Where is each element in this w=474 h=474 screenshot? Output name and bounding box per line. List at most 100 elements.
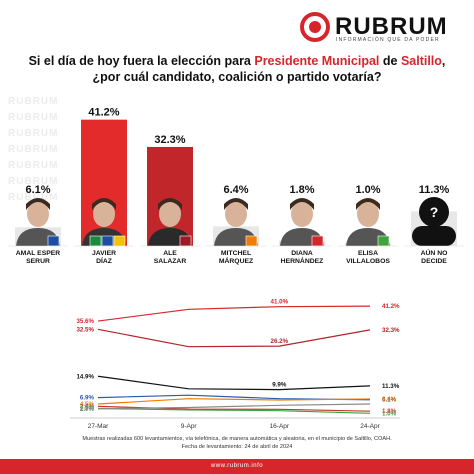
rubrum-mark-icon	[300, 12, 330, 42]
question-text-middle: de	[379, 54, 401, 68]
x-tick-label: 9-Apr	[181, 423, 198, 430]
candidate-name-line: VILLALOBOS	[346, 258, 390, 265]
candidate-face-icon	[93, 201, 115, 227]
watermark: RUBRUM	[8, 176, 59, 187]
candidate-name-line: AÚN NO	[420, 250, 448, 257]
candidate-face-icon	[27, 201, 49, 227]
survey-date: Fecha de levantamiento: 24 de abril de 2…	[181, 443, 293, 450]
brand-tagline: INFORMACIÓN QUE DA PODER	[336, 37, 440, 43]
series-line	[97, 403, 371, 410]
series-point-label: 41.0%	[271, 299, 289, 306]
methodology-line: Muestras realizadas 600 levantamientos, …	[82, 436, 392, 442]
series-line-group: 4.5% 6.4%	[80, 396, 397, 408]
candidate-face-icon	[225, 201, 247, 227]
candidate-name-label: AMAL ESPER SERUR	[5, 250, 71, 266]
candidate-name-label: MITCHEL MÁRQUEZ	[203, 250, 269, 266]
x-tick-label: 16-Apr	[270, 423, 290, 430]
series-point-label: 14.9%	[76, 373, 94, 380]
watermark: RUBRUM	[8, 144, 59, 155]
candidate-bar-group: 32.3%	[140, 134, 200, 247]
series-point-label: 2.7%	[80, 406, 95, 413]
series-line	[97, 328, 371, 348]
series-line	[97, 398, 371, 405]
candidate-face-icon	[357, 201, 379, 227]
watermark: RUBRUM	[8, 128, 59, 139]
series-line-group: 32.5% 26.2% 32.3%	[76, 326, 400, 348]
bar-value-label: 1.0%	[355, 184, 380, 196]
candidate-face-icon	[159, 201, 181, 227]
watermark: RUBRUM	[8, 96, 59, 107]
candidate-hair-icon	[158, 198, 182, 210]
candidate-name-label: ALE SALAZAR	[137, 250, 203, 266]
candidate-name-label: ELISA VILLALOBOS	[335, 250, 401, 266]
x-tick-label: 27-Mar	[88, 423, 109, 430]
candidate-bar-group: 6.4%	[206, 184, 266, 247]
series-point-label: 6.4%	[382, 396, 397, 403]
series-line-group: 14.9% 9.9% 11.3%	[76, 373, 400, 391]
series-point-label: 32.5%	[76, 326, 94, 333]
bar-value-label: 1.8%	[289, 184, 314, 196]
question-text-end: , ¿por cuál candidato, coalición o parti…	[92, 54, 446, 84]
series-point-label: 1.8%	[382, 408, 397, 415]
candidate-name-label: JAVIER DÍAZ	[71, 250, 137, 266]
series-point-label: 2.8%	[80, 406, 95, 413]
watermark: RUBRUM	[8, 112, 59, 123]
series-point-label: 6.1%	[382, 397, 397, 404]
series-line	[97, 305, 371, 322]
series-point-label: 41.2%	[382, 303, 400, 310]
series-line-group: 2.7%	[80, 403, 371, 413]
candidate-bar-group: 1.8%	[272, 184, 332, 247]
unknown-person-icon	[419, 197, 449, 227]
unknown-person-body	[412, 226, 456, 246]
candidate-bar-group: ? 11.3%	[404, 184, 464, 247]
series-line	[97, 407, 371, 414]
bar-value-label: 41.2%	[88, 107, 119, 119]
series-point-label: 35.6%	[76, 318, 94, 325]
question-highlight-city: Saltillo	[400, 54, 442, 68]
series-point-label: 32.3%	[382, 327, 400, 334]
brand-name: RUBRUM	[335, 13, 448, 40]
bar-value-label: 6.1%	[25, 184, 50, 196]
candidate-name-line: DECIDE	[421, 258, 447, 265]
question-mark-icon: ?	[430, 204, 439, 220]
watermark: RUBRUM	[8, 192, 59, 203]
candidate-name-line: ELISA	[357, 250, 378, 257]
candidate-name-line: SALAZAR	[153, 258, 187, 265]
bar-value-label: 32.3%	[154, 134, 185, 146]
methodology-note: Muestras realizadas 600 levantamientos, …	[10, 436, 464, 451]
candidate-name-line: MITCHEL	[220, 250, 252, 257]
series-point-label: 11.3%	[382, 383, 400, 390]
candidate-hair-icon	[92, 198, 116, 210]
bar-value-label: 6.4%	[223, 184, 248, 196]
candidate-name-line: SERUR	[26, 258, 50, 265]
series-point-label: 1.0%	[382, 410, 397, 417]
candidate-name-label: DIANA HERNÁNDEZ	[269, 250, 335, 266]
candidate-name-line: AMAL ESPER	[15, 250, 61, 257]
question-highlight-office: Presidente Municipal	[254, 54, 380, 68]
trend-line-chart: 27-Mar 9-Apr 16-Apr 24-Apr 35.6% 41.0% 41.2% 32…	[70, 299, 400, 430]
candidate-name-line: DIANA	[291, 250, 313, 257]
series-line-group: 2.8% 1.0%	[80, 406, 397, 418]
bar-value-label: 11.3%	[419, 184, 450, 196]
candidate-hair-icon	[26, 198, 50, 210]
candidate-hair-icon	[290, 198, 314, 210]
candidate-face-icon	[291, 201, 313, 227]
candidate-bar-group: 6.1%	[8, 184, 68, 247]
series-point-label: 26.2%	[271, 338, 289, 345]
brand-logo: RUBRUM INFORMACIÓN QUE DA PODER	[300, 12, 470, 46]
question-text-start: Si el día de hoy fuera la elección para	[28, 54, 255, 68]
series-point-label: 6.9%	[80, 395, 95, 402]
website-url[interactable]: www.rubrum.info	[210, 463, 264, 469]
series-point-label: 9.9%	[272, 382, 287, 389]
series-point-label: 3.6%	[80, 403, 95, 410]
candidate-name-line: MÁRQUEZ	[218, 258, 254, 265]
candidate-name-line: HERNÁNDEZ	[280, 258, 324, 265]
series-point-label: 4.5%	[80, 401, 95, 408]
series-line-group: 35.6% 41.0% 41.2%	[76, 299, 400, 325]
survey-question: Si el día de hoy fuera la elección para …	[20, 53, 454, 85]
watermark: RUBRUM	[8, 160, 59, 171]
candidate-bar-group: 1.0%	[338, 184, 398, 247]
candidate-name-line: DÍAZ	[96, 258, 112, 265]
candidate-name-label: AÚN NO DECIDE	[401, 250, 467, 266]
candidate-hair-icon	[356, 198, 380, 210]
